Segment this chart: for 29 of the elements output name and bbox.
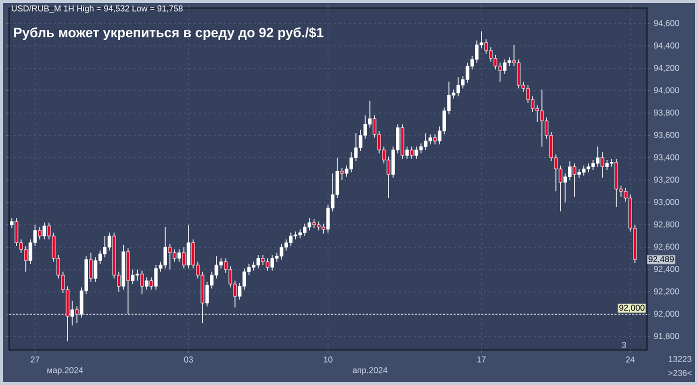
y-tick-label: 94,000 [654, 87, 680, 94]
y-tick-label: 94,200 [654, 64, 680, 72]
text: >236< [668, 370, 692, 376]
y-tick-label: 92,600 [654, 244, 680, 251]
y-tick-label: 94,400 [654, 42, 680, 50]
y-tick-label: 93,200 [654, 176, 680, 184]
x-tick-label: 27 [30, 356, 40, 362]
y-tick-label: 94,600 [654, 20, 680, 28]
x-tick-label: 03 [184, 356, 193, 363]
annotation: 3 [622, 342, 626, 348]
ref-line-label: 92,000 [619, 304, 644, 312]
text: 13223 [668, 356, 692, 362]
y-tick-label: 92,400 [654, 266, 680, 274]
chart-subtitle: USD/RUB_M 1H High = 94,532 Low = 91,758 [12, 5, 183, 14]
y-tick-label: 93,400 [654, 154, 680, 162]
text: мар.2024 [47, 367, 83, 375]
text: апр.2024 [352, 367, 388, 375]
y-tick-label: 92,200 [654, 288, 680, 296]
x-tick-label: 10 [324, 356, 332, 363]
y-tick-label: 93,600 [654, 132, 680, 139]
x-tick-label: 24 [626, 356, 635, 362]
y-tick-label: 92,800 [654, 221, 680, 228]
y-tick-label: 93,800 [654, 110, 680, 117]
y-tick-label: 93,000 [654, 198, 680, 206]
x-tick-label: 17 [477, 356, 486, 362]
text: Рубль может укрепиться в среду до 92 руб./$1 [14, 27, 324, 40]
y-tick-label: 91,800 [654, 333, 680, 340]
annotation: 92,489 [648, 256, 674, 264]
y-tick-label: 92,000 [654, 310, 680, 318]
